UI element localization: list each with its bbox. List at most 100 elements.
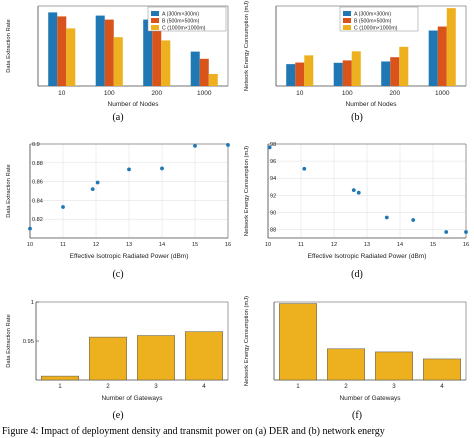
x-tick-label-d-5: 15 bbox=[430, 242, 436, 248]
y-axis-label-a: Data Extraction Rate bbox=[6, 19, 12, 73]
bar-b-s2-1 bbox=[351, 51, 361, 86]
x-tick-label-e-1: 2 bbox=[106, 383, 110, 390]
data-point-d-5 bbox=[411, 218, 416, 222]
x-tick-label-b-0: 10 bbox=[296, 90, 304, 97]
legend-label-b-0: A (300m×300m) bbox=[354, 12, 391, 18]
y-tick-label-c-4: 0.9 bbox=[32, 142, 40, 148]
bar-f-1 bbox=[327, 348, 365, 381]
x-tick-label-d-6: 16 bbox=[463, 242, 469, 248]
y-tick-label-e-1: 1 bbox=[31, 300, 34, 306]
bar-b-s1-2 bbox=[390, 57, 400, 86]
bar-f-3 bbox=[423, 358, 461, 381]
x-axis-label-f: Number of Gateways bbox=[339, 395, 401, 402]
x-tick-label-a-3: 1000 bbox=[197, 90, 212, 97]
x-tick-label-a-1: 100 bbox=[104, 90, 115, 97]
x-tick-label-c-1: 11 bbox=[60, 242, 66, 248]
x-axis-label-d: Effective Isotropic Radiated Power (dBm) bbox=[308, 253, 427, 260]
bar-b-s0-3 bbox=[428, 30, 438, 86]
panel-label-d: (d) bbox=[351, 269, 363, 280]
x-tick-label-c-2: 12 bbox=[93, 242, 99, 248]
legend-swatch-b-2 bbox=[343, 25, 351, 30]
bar-f-0 bbox=[279, 303, 317, 381]
bar-a-s0-1 bbox=[95, 15, 105, 87]
legend-swatch-b-1 bbox=[343, 18, 351, 23]
chart-f-svg: Number of Gateways Network Energy Consump… bbox=[244, 296, 467, 402]
x-tick-label-f-0: 1 bbox=[296, 383, 300, 390]
x-tick-label-b-2: 200 bbox=[389, 90, 400, 97]
y-tick-label-d-1: 90 bbox=[270, 210, 276, 216]
y-tick-label-d-2: 92 bbox=[270, 193, 276, 199]
bar-f-2 bbox=[375, 351, 413, 381]
x-tick-label-d-4: 14 bbox=[397, 242, 403, 248]
panel-label-f: (f) bbox=[352, 410, 362, 421]
bar-a-s1-3 bbox=[199, 58, 209, 86]
x-tick-label-d-1: 11 bbox=[298, 242, 304, 248]
x-tick-label-e-2: 3 bbox=[154, 383, 158, 390]
bar-b-s2-2 bbox=[399, 46, 409, 86]
x-tick-label-c-4: 14 bbox=[159, 242, 165, 248]
legend-swatch-b-0 bbox=[343, 11, 351, 16]
chart-e-svg: 0.95 1 Number of Gateways Data Extraction R… bbox=[6, 300, 229, 402]
bar-b-s2-0 bbox=[304, 55, 314, 86]
data-point-d-3 bbox=[356, 190, 361, 195]
x-tick-label-f-3: 4 bbox=[440, 383, 444, 390]
bar-a-s2-3 bbox=[208, 74, 218, 86]
legend-label-b-1: B (500m×500m) bbox=[354, 19, 392, 25]
y-axis-label-b: Network Energy Consumption (mJ) bbox=[244, 1, 250, 91]
bar-e-1 bbox=[89, 336, 127, 381]
data-point-d-1 bbox=[302, 166, 307, 171]
x-tick-label-b-1: 100 bbox=[342, 90, 353, 97]
legend-box-b bbox=[339, 6, 419, 32]
x-tick-label-a-0: 10 bbox=[58, 90, 66, 97]
y-axis-label-e: Data Extraction Rate bbox=[6, 314, 12, 368]
data-point-c-0 bbox=[28, 226, 32, 231]
chart-panel-c: 0.82 0.84 0.86 0.88 0.9 10 11 12 13 14 15 16 Effecti… bbox=[2, 138, 234, 266]
bar-a-s1-1 bbox=[104, 19, 114, 87]
data-point-c-1 bbox=[61, 205, 65, 209]
chart-d-svg: 88 90 92 94 96 98 10 11 12 13 14 15 16 Effective Isot… bbox=[244, 142, 469, 260]
bar-b-s0-2 bbox=[381, 61, 391, 86]
bar-a-s0-2 bbox=[143, 19, 153, 87]
bar-b-s1-0 bbox=[295, 62, 305, 86]
bar-a-s0-0 bbox=[48, 12, 58, 86]
bar-a-s2-1 bbox=[113, 37, 123, 86]
y-axis-label-d: Network Energy Consumption (mJ) bbox=[244, 146, 250, 236]
x-axis-label-b: Number of Nodes bbox=[346, 101, 398, 108]
x-axis-label-a: Number of Nodes bbox=[108, 101, 160, 108]
x-axis-label-c: Effective Isotropic Radiated Power (dBm) bbox=[70, 253, 189, 260]
x-tick-label-c-3: 13 bbox=[126, 242, 132, 248]
data-point-d-2 bbox=[351, 188, 356, 193]
data-point-d-0 bbox=[267, 145, 272, 150]
panel-label-e: (e) bbox=[112, 410, 124, 421]
y-tick-label-d-0: 88 bbox=[270, 227, 276, 233]
y-tick-label-d-3: 94 bbox=[270, 176, 276, 182]
data-point-d-7 bbox=[464, 230, 468, 234]
chart-b-svg: Number of Nodes Network Energy Consumptio… bbox=[244, 1, 467, 108]
x-tick-label-f-1: 2 bbox=[344, 383, 348, 390]
bar-b-s1-3 bbox=[437, 26, 447, 86]
data-point-c-7 bbox=[226, 143, 230, 147]
legend-label-a-1: B (500m×500m) bbox=[162, 19, 200, 25]
bar-a-s2-2 bbox=[161, 40, 171, 86]
bar-e-3 bbox=[185, 331, 223, 381]
y-tick-label-d-4: 96 bbox=[270, 159, 276, 165]
chart-c-svg: 0.82 0.84 0.86 0.88 0.9 10 11 12 13 14 15 16 Effecti… bbox=[6, 142, 231, 260]
y-tick-label-c-2: 0.86 bbox=[32, 180, 43, 186]
y-tick-label-c-1: 0.84 bbox=[32, 198, 43, 204]
x-tick-label-b-3: 1000 bbox=[435, 90, 450, 97]
x-tick-label-f-2: 3 bbox=[392, 383, 396, 390]
data-point-c-4 bbox=[127, 167, 131, 172]
legend-swatch-a-0 bbox=[151, 11, 159, 16]
x-tick-label-c-6: 16 bbox=[225, 242, 231, 248]
y-tick-label-d-5: 98 bbox=[270, 142, 276, 148]
y-tick-label-c-0: 0.82 bbox=[32, 217, 43, 223]
legend-swatch-a-2 bbox=[151, 25, 159, 30]
panel-label-a: (a) bbox=[112, 112, 124, 123]
x-tick-label-d-0: 10 bbox=[265, 242, 271, 248]
bar-e-2 bbox=[137, 335, 175, 381]
panel-label-c: (c) bbox=[112, 269, 124, 280]
x-axis-label-e: Number of Gateways bbox=[101, 395, 163, 402]
y-tick-label-c-3: 0.88 bbox=[32, 161, 43, 167]
legend-label-a-2: C (1000m×1000m) bbox=[162, 26, 206, 32]
figure-caption: Figure 4: Impact of deployment density a… bbox=[2, 426, 385, 437]
